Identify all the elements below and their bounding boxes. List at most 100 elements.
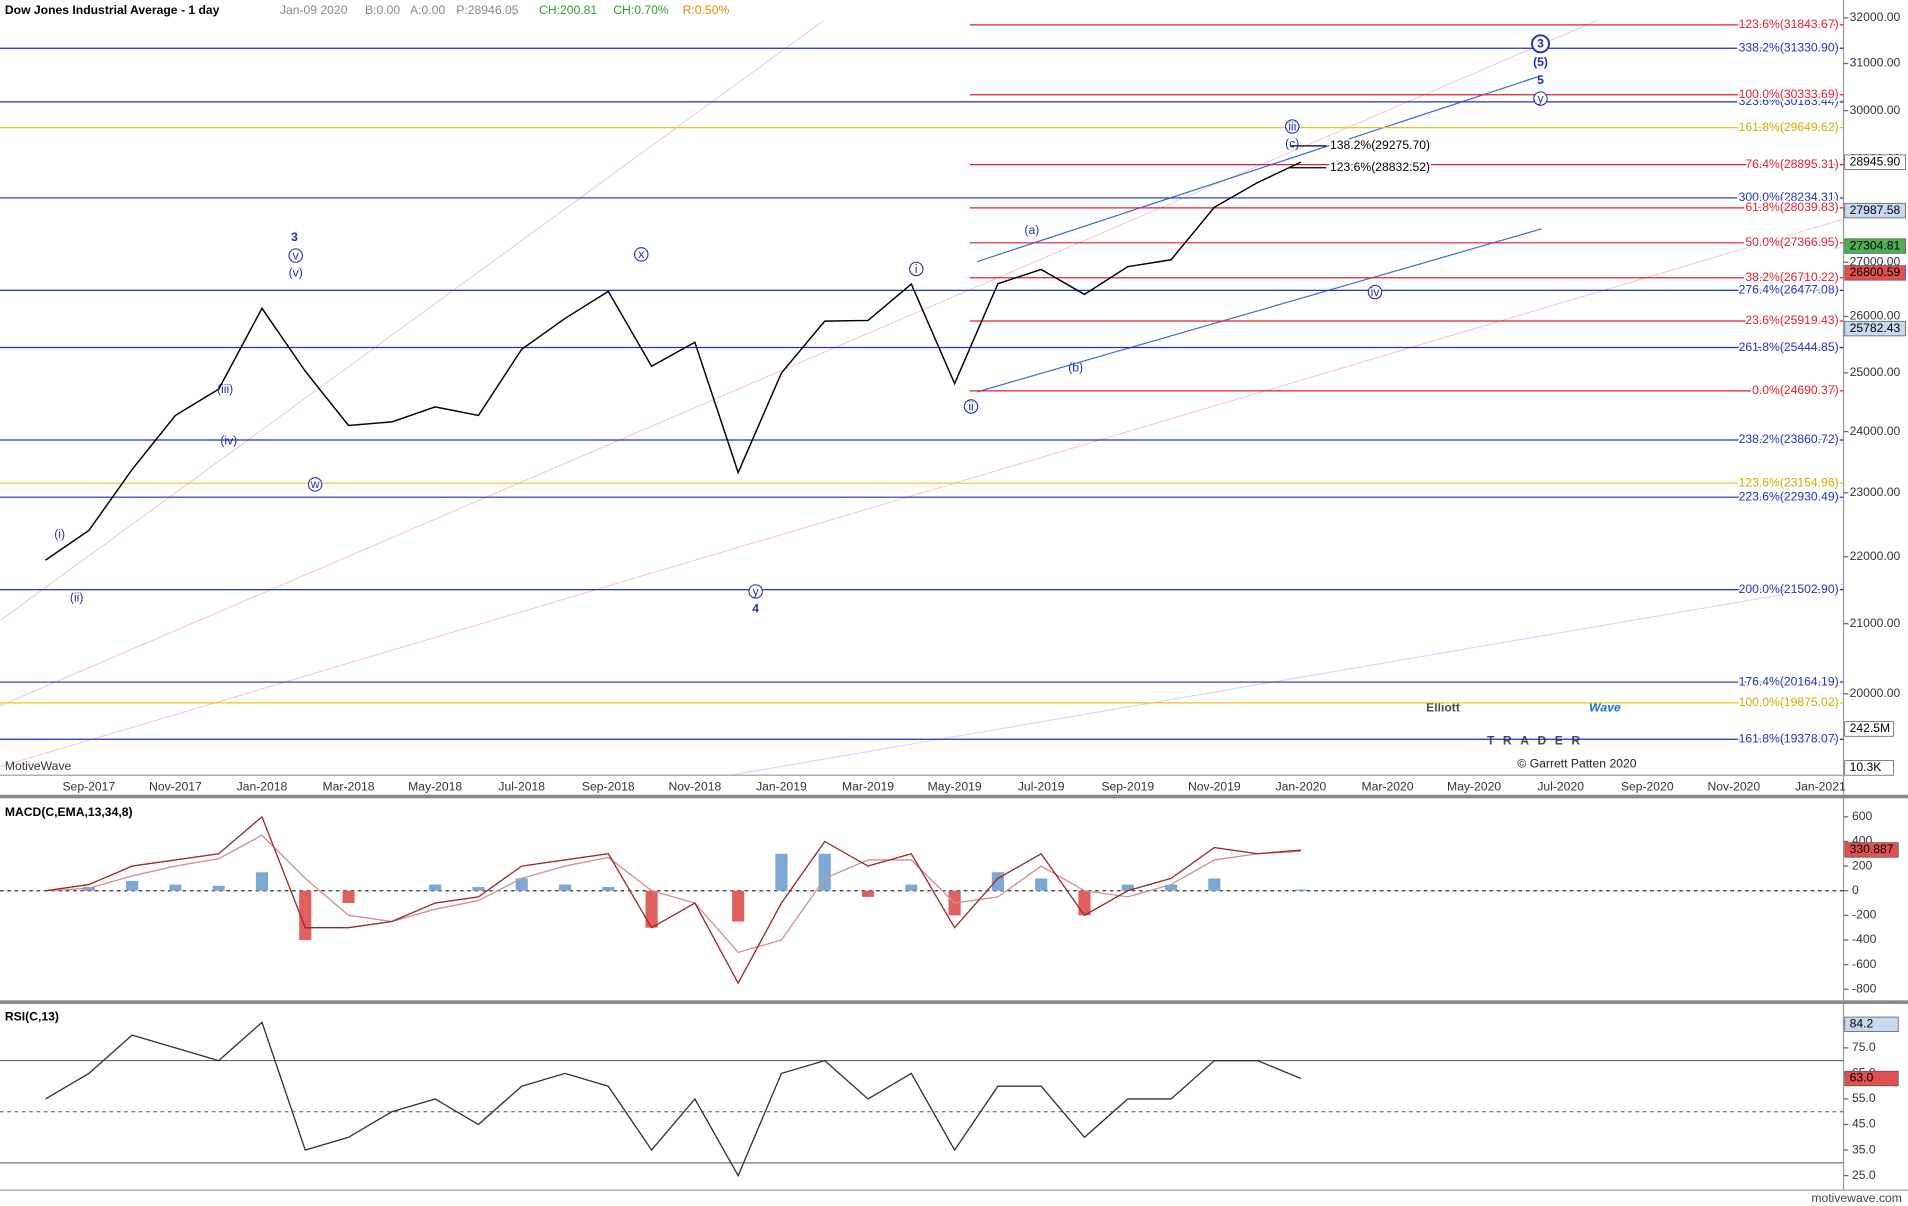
price-tag-label: 27987.58: [1850, 203, 1901, 217]
header-change-pct: CH:0.70%: [613, 3, 669, 17]
histogram-bar: [558, 884, 572, 891]
histogram-bar: [775, 853, 788, 891]
header-bar: [0, 0, 1908, 21]
level-label: 76.4%(28895.31): [1745, 157, 1838, 171]
y-tick-label: 22000.00: [1850, 549, 1901, 563]
price-tag: [1844, 202, 1906, 219]
level-label: 200.0%(21502.90): [1739, 582, 1839, 596]
level-label: 100.0%(19875.02): [1739, 695, 1839, 709]
histogram-bar: [1035, 878, 1048, 891]
wave-label: (5): [1533, 55, 1548, 69]
trend-line: [730, 583, 1844, 776]
level-label: 0.0%(24690.37): [1752, 383, 1839, 397]
wave-label: 5: [1537, 73, 1544, 87]
histogram-bar: [991, 872, 1004, 891]
histogram-bar: [126, 880, 139, 891]
x-tick-label: Nov-2020: [1707, 780, 1760, 794]
histogram-bar: [1294, 889, 1308, 891]
wave-circle: [634, 247, 649, 262]
y-tick-label: 55.0: [1852, 1091, 1876, 1105]
level-label: 223.6%(22930.49): [1739, 489, 1839, 503]
y-tick-label: 35.0: [1852, 1142, 1876, 1156]
y-tick-label: 200: [1852, 858, 1873, 872]
level-label: 123.6%(23154.96): [1739, 475, 1839, 489]
level-label: 100.0%(30333.69): [1739, 87, 1839, 101]
price-tag: [1844, 265, 1906, 281]
header-date: Jan-09 2020: [280, 3, 348, 17]
wave-label: ii: [968, 399, 973, 413]
wave-label: iv: [1371, 285, 1381, 299]
wave-label: 3: [1537, 37, 1544, 51]
wave-label: 3: [291, 230, 298, 244]
y-tick-label: 23000.00: [1850, 485, 1901, 499]
histogram-bar: [472, 887, 485, 891]
y-tick-label: -200: [1852, 908, 1877, 922]
level-label: 61.8%(28039.83): [1745, 200, 1838, 214]
channel-line: [976, 228, 1542, 393]
x-tick-label: Sep-2020: [1621, 780, 1674, 794]
x-tick-label: Sep-2017: [62, 780, 115, 794]
wave-label: x: [638, 247, 644, 261]
level-label: 176.4%(20164.19): [1739, 674, 1839, 688]
x-tick-label: Jan-2019: [756, 780, 807, 794]
logo-subtext: TRADER: [1487, 733, 1589, 747]
y-tick-label: 31000.00: [1850, 56, 1901, 70]
channel-line: [976, 74, 1542, 263]
price-tag-label: 27304.81: [1850, 238, 1901, 252]
histogram-bar: [169, 884, 182, 891]
header-price: P:28946.05: [456, 3, 518, 17]
y-tick-label: 24000.00: [1850, 424, 1901, 438]
value-tag-label: 330.887: [1850, 842, 1894, 856]
x-tick-label: Jan-2021: [1795, 780, 1846, 794]
wave-label: (b): [1068, 360, 1083, 374]
price-tag: [1844, 320, 1906, 337]
wave-label: w: [310, 477, 320, 491]
header-ask: A:0.00: [410, 3, 445, 17]
value-tag-label: 84.2: [1850, 1017, 1874, 1031]
histogram-bar: [429, 884, 442, 891]
histogram-bar: [1164, 884, 1178, 891]
x-tick-label: Mar-2019: [842, 780, 894, 794]
histogram-bar: [342, 890, 355, 904]
header-range: R:0.50%: [683, 3, 730, 17]
level-label: 38.2%(26710.22): [1745, 270, 1838, 284]
histogram-bar: [1121, 884, 1134, 891]
wave-circle: [288, 248, 303, 263]
wave-label: iii: [1288, 119, 1296, 133]
level-label: 138.2%(29275.70): [1330, 138, 1430, 152]
level-label: 276.4%(26477.08): [1739, 283, 1839, 297]
value-tag: [1844, 1070, 1899, 1087]
histogram-bar: [1078, 890, 1091, 916]
wave-label: y: [1537, 91, 1544, 105]
header-bid: B:0.00: [365, 3, 400, 17]
wave-label: (v): [289, 265, 303, 279]
wave-label: y: [753, 584, 760, 598]
wave-label: (iii): [217, 382, 233, 396]
y-tick-label: -800: [1852, 981, 1877, 995]
wave-label: (i): [54, 527, 65, 541]
x-tick-label: May-2019: [928, 780, 982, 794]
histogram-bar: [732, 890, 745, 922]
panel-title: RSI(C,13): [5, 1010, 59, 1024]
level-label: 338.2%(31330.90): [1739, 40, 1839, 54]
histogram-bar: [645, 890, 658, 928]
level-label: 23.6%(25919.43): [1745, 313, 1838, 327]
x-tick-label: Sep-2018: [582, 780, 635, 794]
y-tick-label: 26000.00: [1850, 309, 1901, 323]
histogram-bar: [1208, 878, 1221, 891]
histogram-bar: [255, 872, 269, 891]
wave-label: (c): [1285, 136, 1299, 150]
x-tick-label: Mar-2018: [323, 780, 375, 794]
trend-line: [0, 0, 853, 622]
histogram-bar: [861, 890, 875, 897]
value-tag: [1844, 1016, 1899, 1033]
y-tick-label: 25.0: [1852, 1168, 1876, 1182]
y-tick-label: 20000.00: [1850, 686, 1901, 700]
volume-tag: [1844, 721, 1894, 737]
y-tick-label: 600: [1852, 809, 1873, 823]
x-tick-label: Jul-2018: [498, 780, 545, 794]
trend-line: [0, 218, 1844, 768]
